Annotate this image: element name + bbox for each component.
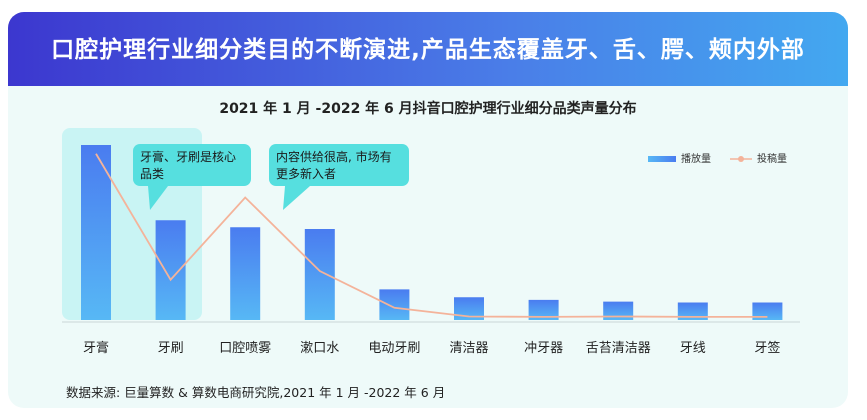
callout-box <box>269 144 409 186</box>
callout-tail <box>148 186 168 210</box>
legend-label: 投稿量 <box>757 152 787 165</box>
x-tick-label: 牙签 <box>754 340 780 356</box>
chart-title: 2021 年 1 月 -2022 年 6 月抖音口腔护理行业细分品类声量分布 <box>219 101 637 117</box>
callout-box <box>133 144 251 186</box>
bar <box>379 289 410 320</box>
x-tick-label: 牙膏 <box>83 340 109 356</box>
line-series-path <box>95 153 768 318</box>
banner-title: 口腔护理行业细分类目的不断演进,产品生态覆盖牙、舌、腭、颊内外部 <box>51 37 805 63</box>
callout-text: 品类 <box>140 167 164 181</box>
x-tick-label: 牙刷 <box>158 341 184 356</box>
x-tick-label: 舌苔清洁器 <box>586 341 651 356</box>
bar <box>752 302 783 320</box>
bar <box>528 299 559 320</box>
bar <box>677 302 708 320</box>
bar <box>304 229 335 320</box>
data-source: 数据来源: 巨量算数 & 算数电商研究院,2021 年 1 月 -2022 年 … <box>66 385 446 400</box>
bar <box>81 145 111 320</box>
bar <box>155 220 186 320</box>
legend-line-marker <box>738 156 744 162</box>
banner: 口腔护理行业细分类目的不断演进,产品生态覆盖牙、舌、腭、颊内外部 <box>8 12 848 86</box>
report-card: 口腔护理行业细分类目的不断演进,产品生态覆盖牙、舌、腭、颊内外部 2021 年 … <box>8 12 848 408</box>
callout-text: 牙膏、牙刷是核心 <box>140 149 236 164</box>
x-tick-label: 牙线 <box>680 341 706 356</box>
x-tick-label: 口腔喷雾 <box>219 341 271 356</box>
bar <box>230 227 261 320</box>
legend-bar-swatch <box>648 156 676 162</box>
callout-text: 内容供给很高, 市场有 <box>276 149 392 164</box>
x-tick-label: 漱口水 <box>300 341 339 356</box>
callout-tail <box>283 186 310 210</box>
bar <box>603 301 634 320</box>
x-tick-label: 清洁器 <box>449 341 488 356</box>
legend-label: 播放量 <box>681 152 711 165</box>
bar <box>454 297 484 320</box>
callout-text: 更多新入者 <box>276 166 336 181</box>
x-tick-label: 冲牙器 <box>524 341 563 356</box>
x-tick-label: 电动牙刷 <box>368 341 420 356</box>
